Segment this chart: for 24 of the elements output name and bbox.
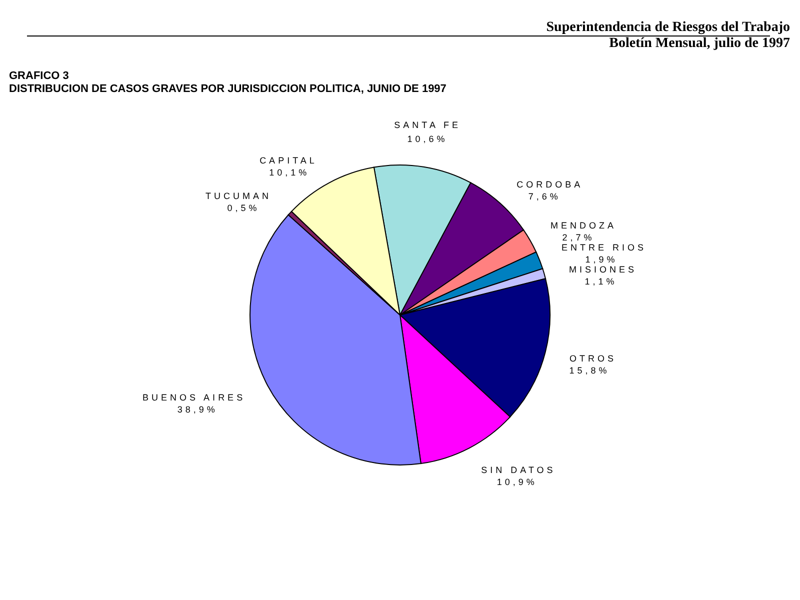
text: Boletín Mensual, julio de 1997 [609, 36, 790, 51]
slice-label: CORDOBA [516, 180, 584, 190]
slice-label: BUENOS AIRES [142, 392, 246, 402]
data-label: 15,8% [569, 365, 610, 376]
text: GRAFICO 3 [9, 70, 69, 82]
data-label: 0,5% [227, 203, 260, 214]
slice-label: SIN DATOS [481, 465, 556, 476]
slice-label: MENDOZA [550, 220, 616, 231]
data-label: 7,6% [528, 192, 561, 202]
slice-label: TUCUMAN [206, 191, 272, 202]
slice-label: ENTRE RIOS [562, 242, 647, 253]
chart-subtitle: DISTRIBUCION DE CASOS GRAVES POR JURISDICCION POLITICA, JUNIO DE 1997 [9, 83, 446, 95]
data-label: 2,7% [562, 232, 595, 243]
slice-label: MISIONES [569, 264, 638, 275]
slice-label: CAPITAL [260, 156, 318, 166]
slice-label: OTROS [570, 353, 617, 364]
data-label: 10,1% [269, 168, 310, 178]
data-label: 38,9% [177, 404, 218, 414]
text: Superintendencia de Riesgos del Trabajo [546, 20, 790, 35]
data-label: 10,6% [407, 134, 448, 144]
slice-label: SANTA FE [394, 120, 461, 130]
data-label: 1,1% [584, 276, 618, 287]
data-label: 1,9% [585, 254, 618, 265]
data-label: 10,9% [496, 477, 538, 488]
